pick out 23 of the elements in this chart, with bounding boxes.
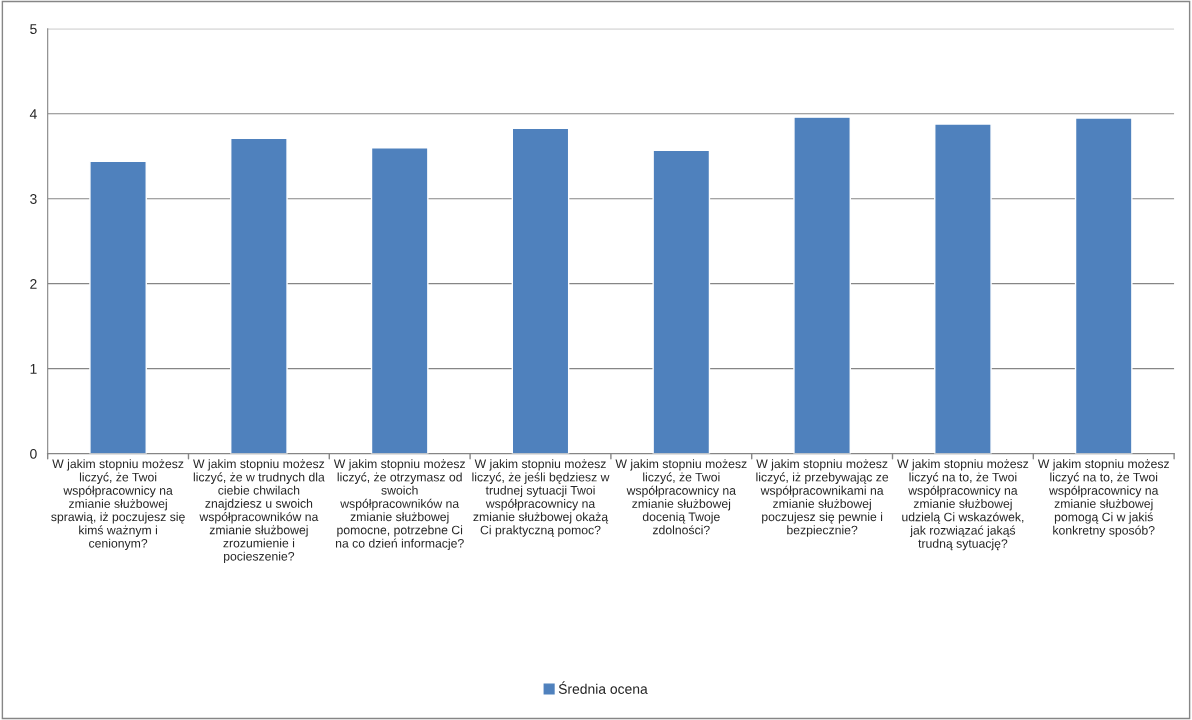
legend-label: Średnia ocena [558,681,648,694]
x-tick-label: W jakim stopniu możesz liczyć, że w trudnych dla ciebie chwilach znajdziesz u swoich współpracowników na zmianie służbowej zrozumienie i pocieszenie? [193,459,325,564]
y-tick-label: 1 [30,364,37,374]
x-tick-label: W jakim stopniu możesz liczyć, że Twoi współpracownicy na zmianie służbowej docenią Twoje zdolności? [615,459,747,535]
bar [652,149,711,454]
y-tick-label: 2 [30,279,37,289]
bar [934,123,992,454]
x-tick-label: W jakim stopniu możesz liczyć, że Twoi współpracownicy na zmianie służbowej sprawią, iż poczujesz się kimś ważnym i cenionym? [51,459,185,551]
y-tick-label: 3 [30,194,37,204]
x-tick-label: W jakim stopniu możesz liczyć, że jeśli będziesz w trudnej sytuacji Twoi współpracownicy na zmianie służbowej okażą Ci praktyczną pomoc? [472,459,610,537]
x-tick-label: W jakim stopniu możesz liczyć na to, że Twoi współpracownicy na zmianie służbowej udzielą Ci wskazówek, jak rozwiązać jakąś trudną sytuację? [897,459,1029,551]
bar [511,127,570,454]
bar [89,160,147,454]
bar [1074,117,1133,454]
y-tick-label: 5 [30,24,37,34]
y-tick-label: 4 [29,109,37,119]
x-tick-label: W jakim stopniu możesz liczyć, że otrzymasz od swoich współpracowników na zmianie służbowej pomocne, potrzebne Ci na co dzień informacje? [333,459,465,551]
bar [793,116,851,454]
x-tick-label: W jakim stopniu możesz liczyć na to, że Twoi współpracownicy na zmianie służbowej pomogą Ci w jakiś konkretny sposób? [1037,459,1169,538]
x-tick-label: W jakim stopniu możesz liczyć, iż przebywając ze współpracownikami na zmianie służbowej poczujesz się pewnie i bezpiecznie? [756,459,889,537]
y-tick-label: 0 [30,448,37,459]
bar [370,147,429,454]
bar [230,137,288,454]
